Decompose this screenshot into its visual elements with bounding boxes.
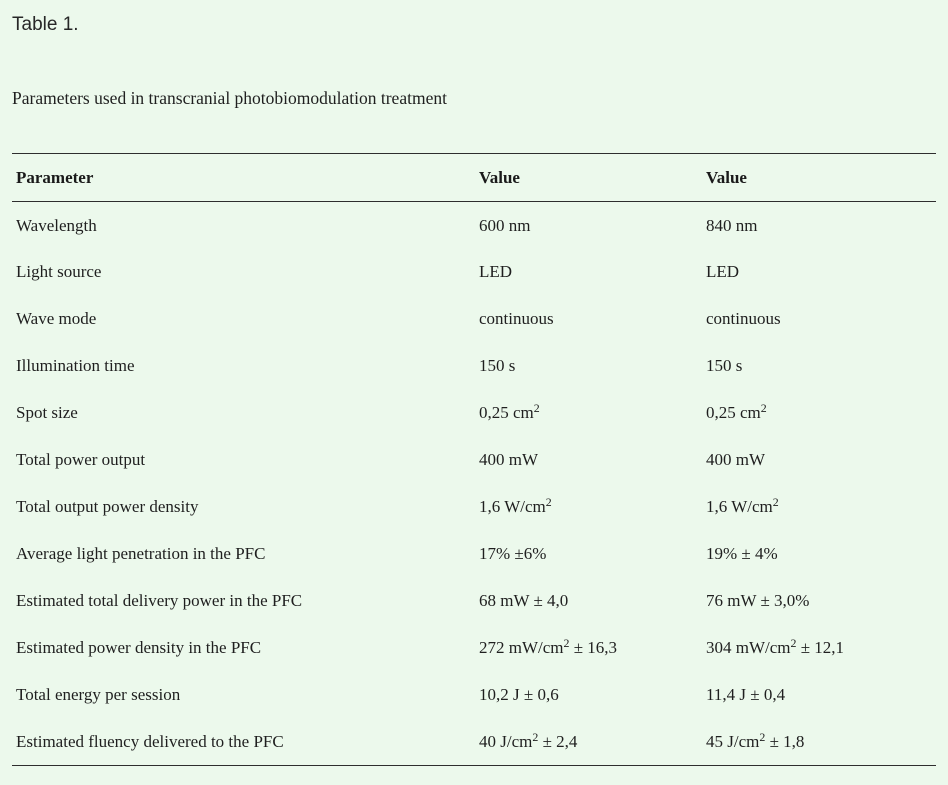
table-row: Wave mode continuous continuous	[12, 296, 936, 343]
cell-value-2: 1,6 W/cm2	[706, 494, 779, 517]
cell-parameter: Total energy per session	[16, 685, 181, 705]
cell-value-1: 0,25 cm2	[479, 400, 540, 423]
table-header-row: Parameter Value Value	[12, 153, 936, 203]
column-header-value-1: Value	[478, 153, 705, 203]
table-row: Total output power density 1,6 W/cm2 1,6…	[12, 484, 936, 531]
cell-value-1: 68 mW ± 4,0	[479, 591, 569, 611]
cell-value-1: 1,6 W/cm2	[479, 494, 552, 517]
cell-parameter: Illumination time	[16, 356, 135, 376]
cell-value-2: 45 J/cm2 ± 1,8	[706, 729, 805, 752]
parameters-table: Parameter Value Value Wavelength 600 nm …	[12, 153, 936, 767]
cell-parameter: Light source	[16, 262, 102, 282]
cell-value-1: 150 s	[479, 356, 516, 376]
column-header-parameter: Parameter	[12, 153, 478, 203]
cell-value-1: 400 mW	[479, 450, 539, 470]
cell-parameter: Average light penetration in the PFC	[16, 544, 266, 564]
cell-value-1: continuous	[479, 309, 554, 329]
cell-value-1: 17% ±6%	[479, 544, 547, 564]
cell-value-2: 76 mW ± 3,0%	[706, 591, 810, 611]
table-row: Spot size 0,25 cm2 0,25 cm2	[12, 390, 936, 437]
table-row: Estimated power density in the PFC 272 m…	[12, 625, 936, 672]
cell-parameter: Estimated total delivery power in the PF…	[16, 591, 303, 611]
cell-value-2: 304 mW/cm2 ± 12,1	[706, 635, 845, 658]
cell-value-1: 40 J/cm2 ± 2,4	[479, 729, 578, 752]
cell-value-2: LED	[706, 262, 740, 282]
table-caption: Parameters used in transcranial photobio…	[12, 87, 447, 108]
table-row: Average light penetration in the PFC 17%…	[12, 531, 936, 578]
column-header-value-2: Value	[705, 153, 936, 203]
cell-value-2: 840 nm	[706, 215, 758, 235]
cell-value-1: 272 mW/cm2 ± 16,3	[479, 635, 618, 658]
cell-parameter: Wave mode	[16, 309, 97, 329]
cell-parameter: Total output power density	[16, 497, 199, 517]
cell-value-2: 11,4 J ± 0,4	[706, 685, 786, 705]
table-row: Total power output 400 mW 400 mW	[12, 437, 936, 484]
table-row: Wavelength 600 nm 840 nm	[12, 202, 936, 249]
table-label: Table 1.	[12, 14, 79, 35]
cell-value-2: 150 s	[706, 356, 743, 376]
table-row: Estimated fluency delivered to the PFC 4…	[12, 719, 936, 766]
cell-value-2: 400 mW	[706, 450, 766, 470]
cell-parameter: Estimated fluency delivered to the PFC	[16, 732, 284, 752]
cell-parameter: Wavelength	[16, 215, 97, 235]
cell-parameter: Total power output	[16, 450, 146, 470]
cell-parameter: Estimated power density in the PFC	[16, 638, 262, 658]
table-row: Light source LED LED	[12, 249, 936, 296]
table-row: Total energy per session 10,2 J ± 0,6 11…	[12, 672, 936, 719]
cell-value-1: 600 nm	[479, 215, 531, 235]
cell-value-1: LED	[479, 262, 513, 282]
cell-value-2: 0,25 cm2	[706, 400, 767, 423]
cell-value-2: continuous	[706, 309, 781, 329]
cell-value-2: 19% ± 4%	[706, 544, 778, 564]
table-row: Estimated total delivery power in the PF…	[12, 578, 936, 625]
cell-value-1: 10,2 J ± 0,6	[479, 685, 559, 705]
cell-parameter: Spot size	[16, 403, 78, 423]
table-row: Illumination time 150 s 150 s	[12, 343, 936, 390]
